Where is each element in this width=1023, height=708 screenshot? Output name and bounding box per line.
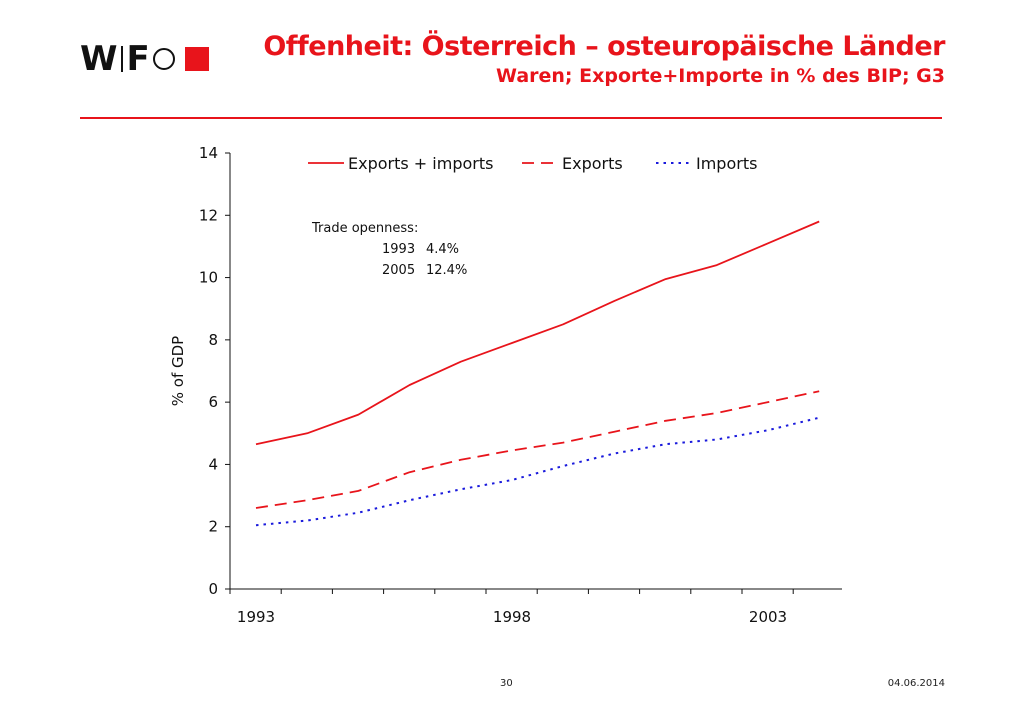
annotation-year: 2005 [382, 263, 415, 278]
footer-date: 04.06.2014 [887, 678, 945, 689]
y-tick-label: 4 [208, 455, 218, 473]
legend-label-2: Exports [562, 154, 623, 173]
legend-label-3: Imports [696, 154, 757, 173]
annotation-value: 4.4% [426, 242, 459, 257]
y-tick-label: 8 [208, 331, 218, 349]
logo-red-square [184, 47, 209, 71]
y-tick-label: 14 [199, 144, 218, 162]
annotation-heading: Trade openness: [311, 221, 418, 236]
x-tick-label: 1998 [493, 608, 531, 626]
y-axis-label: % of GDP [169, 336, 187, 406]
slide-subtitle: Waren; Exporte+Importe in % des BIP; G3 [496, 65, 945, 87]
annotation-year: 1993 [382, 242, 415, 257]
page-number: 30 [500, 678, 513, 689]
y-tick-label: 6 [208, 393, 218, 411]
legend-label-1: Exports + imports [348, 154, 493, 173]
y-tick-label: 0 [208, 580, 218, 598]
x-tick-label: 2003 [749, 608, 787, 626]
series-line-2 [255, 390, 820, 509]
annotation-value: 12.4% [426, 263, 467, 278]
logo-ring [152, 48, 175, 70]
series-line-1 [255, 220, 820, 446]
series-line-3 [255, 416, 820, 527]
y-tick-label: 12 [199, 206, 218, 224]
logo-bar [120, 46, 123, 72]
y-tick-label: 10 [199, 269, 218, 287]
x-tick-label: 1993 [237, 608, 275, 626]
title-rule [80, 117, 942, 119]
slide-title-block: Offenheit: Österreich – osteuropäische L… [263, 30, 945, 88]
slide-title: Offenheit: Österreich – osteuropäische L… [263, 31, 945, 62]
logo-letter-w: W [80, 39, 118, 79]
y-tick-label: 2 [208, 518, 218, 536]
logo-letter-f: F [126, 39, 150, 79]
